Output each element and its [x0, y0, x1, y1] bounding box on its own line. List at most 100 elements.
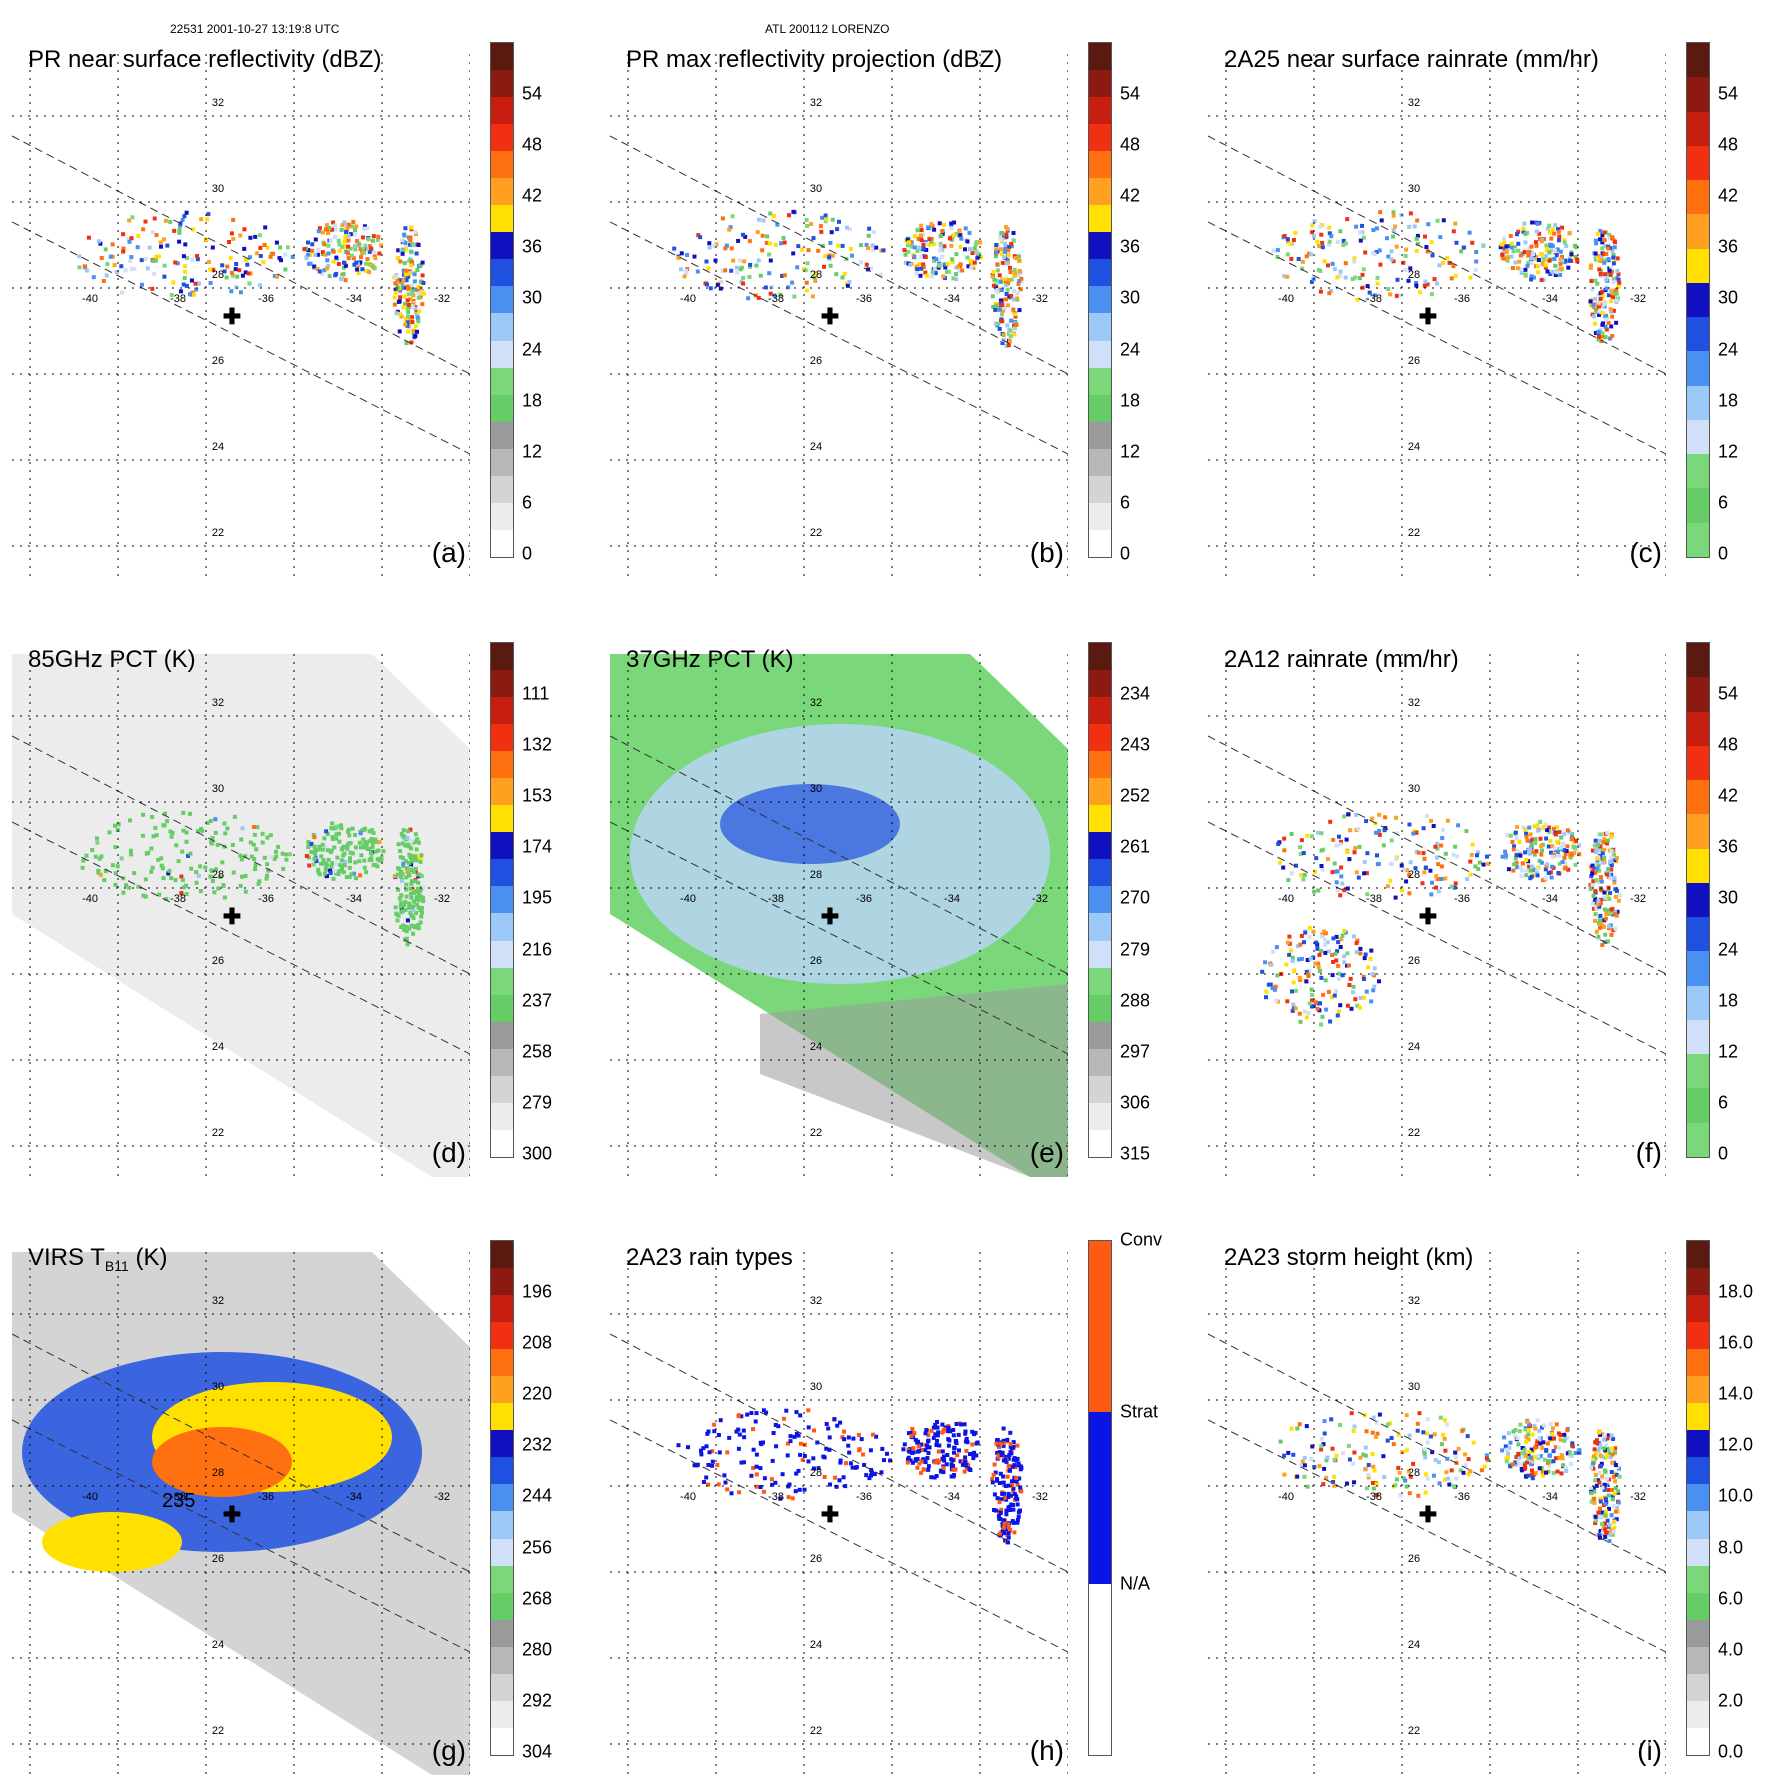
precip-pixel [924, 241, 928, 246]
precip-pixel [951, 1463, 955, 1468]
precip-pixel [1338, 893, 1343, 898]
colorbar-segment [1687, 882, 1709, 918]
precip-pixel [1526, 1455, 1531, 1460]
precip-pixel [1529, 256, 1534, 261]
precip-pixel [991, 270, 996, 275]
lon-label: -36 [258, 893, 274, 905]
precip-pixel [1590, 848, 1595, 853]
precip-pixel [1429, 818, 1433, 823]
precip-pixel [407, 901, 412, 906]
lat-label: 26 [1408, 1553, 1420, 1565]
precip-pixel [397, 867, 401, 872]
panel-i: -40-38-36-34-32-30323028262422✚(i)2A23 s… [1196, 1240, 1753, 1775]
precip-pixel [1007, 245, 1012, 250]
precip-pixel [1324, 1458, 1329, 1463]
precip-pixel [1335, 888, 1340, 893]
precip-pixel [415, 316, 420, 321]
precip-pixel [1550, 227, 1555, 232]
colorbar-tick-label: 288 [1120, 990, 1151, 1011]
precip-pixel [972, 246, 977, 251]
colorbar-segment [491, 886, 513, 914]
precip-pixel [1400, 888, 1404, 893]
precip-pixel [990, 1477, 995, 1482]
precip-pixel [1416, 1493, 1421, 1498]
colorbar-tick-label: 111 [522, 683, 550, 704]
precip-pixel [335, 855, 340, 860]
precip-pixel [995, 1496, 1000, 1501]
precip-pixel [1597, 1470, 1602, 1475]
precip-pixel [1318, 1001, 1322, 1006]
precip-pixel [1529, 277, 1534, 282]
precip-pixel [723, 1480, 728, 1485]
precip-pixel [1269, 962, 1274, 967]
precip-pixel [938, 248, 942, 253]
precip-pixel [1523, 1427, 1528, 1432]
precip-pixel [912, 1431, 917, 1436]
precip-pixel [414, 897, 419, 902]
precip-pixel [909, 1433, 914, 1438]
lon-label: -38 [1366, 293, 1382, 305]
precip-pixel [149, 869, 154, 874]
lon-label: -36 [258, 1491, 274, 1503]
precip-pixel [1612, 875, 1617, 880]
precip-pixel [1512, 844, 1516, 849]
precip-pixel [406, 302, 411, 307]
precip-pixel [375, 864, 380, 869]
colorbar-tick-label: 270 [1120, 887, 1151, 908]
precip-pixel [739, 1414, 744, 1419]
lon-label: -38 [768, 1491, 784, 1503]
precip-pixel [1588, 886, 1593, 891]
precip-pixel [1604, 286, 1609, 291]
precip-pixel [1603, 1469, 1608, 1474]
precip-pixel [1560, 259, 1565, 263]
precip-pixel [1464, 829, 1469, 834]
precip-pixel [957, 1448, 961, 1453]
precip-pixel [285, 245, 290, 250]
precip-pixel [1503, 853, 1508, 858]
precip-pixel [742, 259, 747, 264]
colorbar-segment [491, 448, 513, 476]
precip-pixel [154, 833, 159, 838]
precip-pixel [337, 839, 342, 844]
precip-pixel [1525, 838, 1530, 843]
precip-pixel [932, 258, 937, 263]
lat-label: 24 [212, 1041, 224, 1053]
precip-pixel [834, 1484, 839, 1489]
precip-pixel [1423, 279, 1428, 284]
precip-pixel [358, 845, 363, 850]
precip-pixel [1328, 1019, 1333, 1024]
precip-pixel [710, 1459, 715, 1464]
precip-pixel [1537, 236, 1542, 241]
precip-pixel [1407, 1491, 1412, 1496]
precip-pixel [1574, 838, 1579, 843]
precip-pixel [407, 305, 412, 309]
precip-pixel [1339, 937, 1344, 942]
precip-pixel [1606, 246, 1611, 251]
precip-pixel [1377, 248, 1382, 253]
precip-pixel [1377, 1412, 1382, 1417]
precip-pixel [1551, 1459, 1556, 1464]
precip-pixel [1563, 852, 1568, 856]
precip-pixel [412, 243, 417, 248]
precip-pixel [1598, 1432, 1602, 1437]
precip-pixel [1504, 244, 1509, 249]
precip-pixel [1600, 860, 1605, 865]
precip-pixel [970, 1429, 975, 1434]
map-d: -40-38-36-34-32-30323028262422✚(d) [12, 654, 470, 1177]
precip-pixel [1007, 1504, 1012, 1509]
precip-pixel [1337, 273, 1342, 278]
precip-pixel [1368, 956, 1373, 961]
precip-pixel [1396, 1432, 1401, 1437]
precip-pixel [334, 271, 339, 276]
precip-pixel [1314, 940, 1319, 945]
precip-pixel [1435, 842, 1439, 846]
precip-pixel [929, 1428, 934, 1433]
precip-pixel [1607, 897, 1612, 901]
precip-pixel [185, 256, 189, 261]
lat-label: 24 [810, 441, 822, 453]
precip-pixel [1573, 862, 1578, 867]
precip-pixel [1337, 1009, 1341, 1014]
precip-pixel [414, 232, 418, 237]
precip-pixel [1549, 850, 1553, 855]
precip-pixel [1374, 1492, 1379, 1497]
